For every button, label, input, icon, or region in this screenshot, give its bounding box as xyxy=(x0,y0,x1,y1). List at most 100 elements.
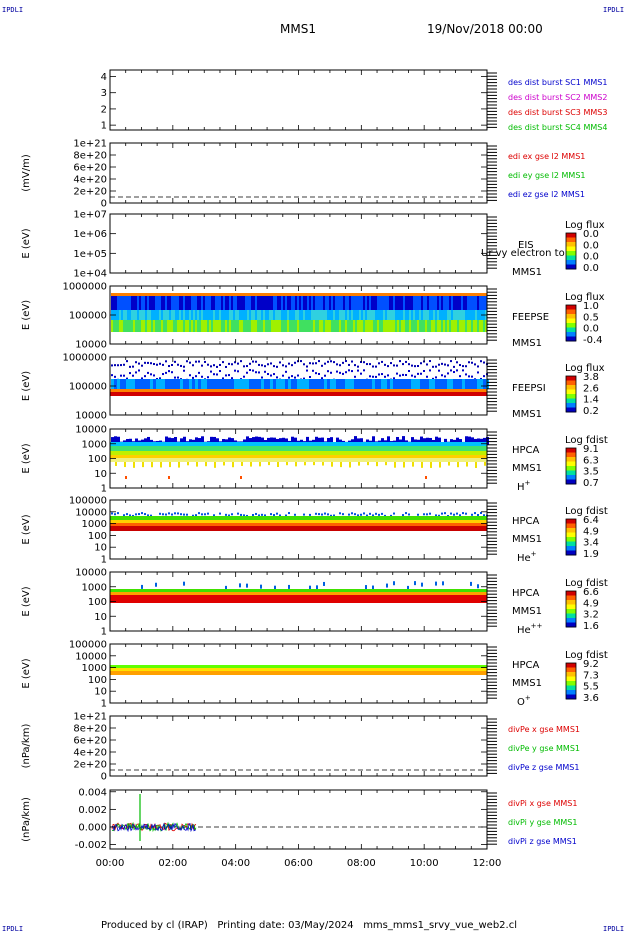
spectrogram-cell xyxy=(121,293,123,296)
spectrogram-cell xyxy=(465,436,468,445)
spectrogram-cell xyxy=(461,320,463,332)
spectrogram-cell xyxy=(301,310,303,320)
spectrogram-cell xyxy=(393,377,395,380)
colorbar-label: Log fdist xyxy=(565,435,608,446)
spectrogram-cell xyxy=(335,320,337,332)
spectrogram-cell xyxy=(162,363,164,366)
spectrogram-cell xyxy=(273,437,276,445)
y-tick-label: 1000 xyxy=(82,519,107,530)
spectrogram-cell xyxy=(133,320,135,332)
spectrogram-cell xyxy=(185,293,187,296)
spectrogram-cell xyxy=(477,371,479,374)
spectrogram-cell xyxy=(185,320,187,332)
spectrogram-cell xyxy=(385,320,387,332)
spectrogram-cell xyxy=(183,581,185,586)
spectrogram-cell xyxy=(386,583,388,588)
spectrogram-cell xyxy=(413,310,415,320)
y-tick-label: 1 xyxy=(101,121,107,132)
spectrogram-cell xyxy=(287,296,289,310)
spectrogram-cell xyxy=(407,296,409,310)
colorbar-tick-label: 0.0 xyxy=(583,252,599,263)
spectrogram-cell xyxy=(209,293,211,296)
spectrogram-cell xyxy=(204,513,206,516)
spectrogram-band xyxy=(110,392,487,396)
footer-credits: Produced by cl (IRAP) Printing date: 03/… xyxy=(101,920,518,931)
spectrogram-cell xyxy=(307,320,309,332)
spectrogram-cell xyxy=(329,320,331,332)
spectrogram-cell xyxy=(126,377,128,380)
spectrogram-cell xyxy=(349,462,351,468)
spectrogram-cell xyxy=(180,379,183,389)
spectrogram-cell xyxy=(307,293,309,296)
spectrogram-cell xyxy=(447,293,449,296)
spectrogram-cell xyxy=(253,296,255,310)
spectrogram-cell xyxy=(480,360,482,363)
colorbar-cell xyxy=(566,591,576,596)
spectrogram-cell xyxy=(174,376,176,379)
spectrogram-cell xyxy=(397,320,399,332)
spectrogram-cell xyxy=(191,320,193,332)
spectrogram-cell xyxy=(369,320,371,332)
spectrogram-cell xyxy=(221,310,223,320)
spectrogram-cell xyxy=(469,310,471,320)
spectrogram-cell xyxy=(457,320,459,332)
spectrogram-cell xyxy=(144,513,146,516)
spectrogram-cell xyxy=(379,296,381,310)
spectrogram-cell xyxy=(133,293,135,296)
spectrogram-cell xyxy=(147,361,149,364)
spectrogram-cell xyxy=(456,512,458,515)
spectrogram-cell xyxy=(396,364,398,367)
spectrogram-cell xyxy=(327,310,329,320)
spectrogram-cell xyxy=(297,379,300,389)
spectrogram-cell xyxy=(324,512,326,515)
spectrogram-cell xyxy=(321,296,323,310)
spectrogram-cell xyxy=(305,310,307,320)
spectrogram-cell xyxy=(210,370,212,373)
y-tick-label: 10 xyxy=(94,687,107,698)
spectrogram-cell xyxy=(143,293,145,296)
spectrogram-cell xyxy=(294,361,296,364)
spectrogram-cell xyxy=(317,310,319,320)
spectrogram-cell xyxy=(169,296,171,310)
spectrogram-cell xyxy=(201,375,203,378)
spectrogram-cell xyxy=(201,364,203,367)
spectrogram-cell xyxy=(209,296,211,310)
spectrogram-cell xyxy=(466,462,468,467)
spectrogram-cell xyxy=(243,365,245,368)
spectrogram-cell xyxy=(325,293,327,296)
figure-datetime: 19/Nov/2018 00:00 xyxy=(427,22,543,36)
colorbar-tick-label: 1.9 xyxy=(583,549,599,560)
x-tick-label: 06:00 xyxy=(284,858,313,869)
spectrogram-cell xyxy=(475,320,477,332)
spectrogram-cell xyxy=(333,310,335,320)
instrument-label: HPCA xyxy=(512,445,540,456)
spectrogram-cell xyxy=(431,310,433,320)
spectrogram-cell xyxy=(439,462,441,468)
spectrogram-cell xyxy=(395,296,397,310)
spectrogram-cell xyxy=(264,514,266,517)
spectrogram-cell xyxy=(151,296,153,310)
spectrogram-cell xyxy=(117,436,120,445)
spectrogram-cell xyxy=(234,361,236,364)
spacecraft-label: MMS1 xyxy=(512,678,542,689)
spectrogram-cell xyxy=(468,375,470,378)
spectrogram-cell xyxy=(255,293,257,296)
spectrogram-cell xyxy=(197,293,199,296)
spectrogram-cell xyxy=(426,363,428,366)
spectrogram-cell xyxy=(375,310,377,320)
spectrogram-band xyxy=(110,589,487,592)
spectrogram-cell xyxy=(227,293,229,296)
spectrogram-cell xyxy=(399,374,401,377)
spectrogram-cell xyxy=(132,514,134,517)
spectrogram-cell xyxy=(258,436,261,445)
spectrogram-cell xyxy=(411,293,413,296)
spectrogram-cell xyxy=(377,296,379,310)
spectrogram-cell xyxy=(371,296,373,310)
spectrogram-cell xyxy=(249,438,252,445)
spectrogram-cell xyxy=(293,296,295,310)
spectrogram-cell xyxy=(111,437,114,445)
y-axis-label: (nPa/km) xyxy=(21,797,32,842)
spectrogram-band xyxy=(110,526,487,531)
y-tick-label: 1e+04 xyxy=(73,269,107,280)
